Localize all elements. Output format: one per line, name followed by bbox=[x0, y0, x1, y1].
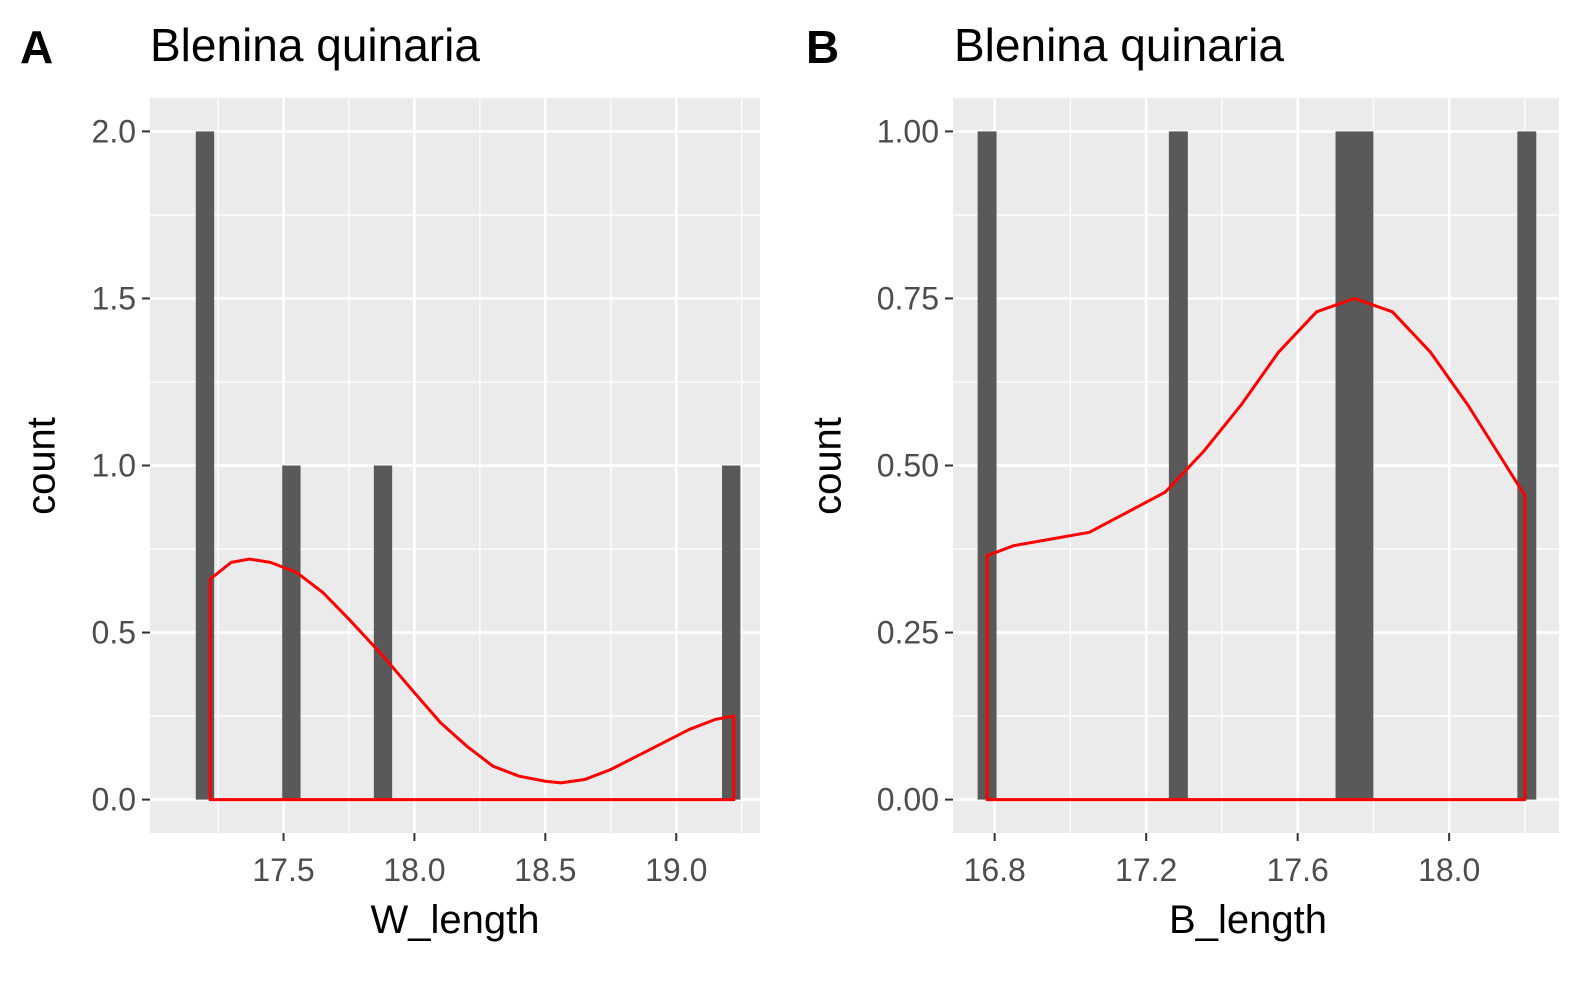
histogram-bar bbox=[1354, 131, 1374, 800]
chart-title: Blenina quinaria bbox=[954, 19, 1284, 71]
y-tick-label: 1.00 bbox=[877, 113, 939, 149]
x-axis-title: B_length bbox=[1169, 898, 1327, 942]
histogram-bar bbox=[282, 465, 301, 800]
plot-area: 16.8 17.2 17.6 18.0 0.00 0.25 0.50 0.75 1.00 bbox=[877, 98, 1559, 888]
x-tick-label: 17.5 bbox=[252, 852, 314, 888]
x-tick-label: 17.2 bbox=[1115, 852, 1177, 888]
y-tick-label: 2.0 bbox=[92, 113, 136, 149]
y-tick-label: 0.25 bbox=[877, 615, 939, 651]
x-tick-label: 18.0 bbox=[383, 852, 445, 888]
x-tick-label: 16.8 bbox=[964, 852, 1026, 888]
y-tick-label: 0.00 bbox=[877, 782, 939, 818]
chart-title: Blenina quinaria bbox=[150, 19, 480, 71]
panel-a: A Blenina quinaria 17.5 18.0 18.5 19.0 0.0 0.… bbox=[0, 0, 796, 984]
y-tick-label: 0.0 bbox=[92, 782, 136, 818]
histogram-bar bbox=[722, 465, 741, 800]
histogram-bar bbox=[977, 131, 997, 800]
y-axis-title: count bbox=[19, 417, 64, 515]
histogram-bar bbox=[373, 465, 393, 800]
y-tick-label: 1.0 bbox=[92, 448, 136, 484]
x-tick-label: 19.0 bbox=[645, 852, 707, 888]
y-tick-label: 0.50 bbox=[877, 448, 939, 484]
y-tick-label: 0.5 bbox=[92, 615, 136, 651]
y-tick-label: 0.75 bbox=[877, 280, 939, 316]
histogram-bar bbox=[1335, 131, 1355, 800]
x-tick-label: 18.0 bbox=[1418, 852, 1480, 888]
panel-label: B bbox=[806, 21, 840, 73]
plot-area: 17.5 18.0 18.5 19.0 0.0 0.5 1.0 1.5 2.0 bbox=[92, 98, 760, 888]
x-tick-label: 18.5 bbox=[514, 852, 576, 888]
y-tick-label: 1.5 bbox=[92, 280, 136, 316]
x-tick-label: 17.6 bbox=[1267, 852, 1329, 888]
y-axis-title: count bbox=[805, 417, 850, 515]
density-curve bbox=[985, 296, 1527, 802]
histogram-bar bbox=[1168, 131, 1188, 800]
histogram-bar bbox=[1517, 131, 1537, 800]
panel-label: A bbox=[20, 21, 54, 73]
x-axis-title: W_length bbox=[370, 898, 540, 942]
density-curve bbox=[208, 557, 736, 802]
panel-b: B Blenina quinaria 16.8 17.2 17.6 18.0 0.00 0… bbox=[796, 0, 1593, 984]
